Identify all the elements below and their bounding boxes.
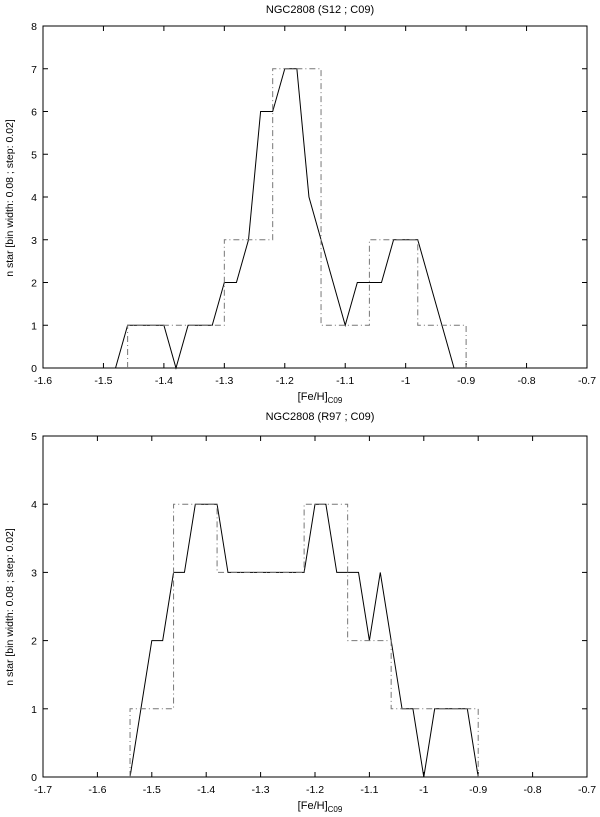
y-tick-label: 4 — [31, 192, 37, 204]
y-axis-label: n star [bin width: 0.08 ; step: 0.02] — [4, 528, 16, 686]
x-axis-label-main: [Fe/H] — [298, 391, 328, 403]
x-tick-label: -0.7 — [578, 784, 596, 796]
chart-panel-top: NGC2808 (S12 ; C09) n star [bin width: 0… — [4, 4, 596, 405]
y-tick-label: 7 — [31, 64, 37, 76]
chart-panel-bottom: NGC2808 (R97 ; C09) n star [bin width: 0… — [4, 411, 596, 814]
x-tick-label: -1.2 — [276, 375, 294, 387]
x-tick-label: -1.5 — [143, 784, 161, 796]
chart-title: NGC2808 (R97 ; C09) — [266, 411, 375, 423]
x-tick-label: -1.3 — [252, 784, 270, 796]
x-axis-label: [Fe/H]C09 — [298, 800, 343, 814]
y-tick-label: 5 — [31, 431, 37, 443]
y-tick-label: 5 — [31, 149, 37, 161]
x-tick-label: -1 — [419, 784, 428, 796]
x-axis-label: [Fe/H]C09 — [298, 391, 343, 405]
y-tick-label: 2 — [31, 636, 37, 648]
x-tick-label: -0.9 — [469, 784, 487, 796]
x-tick-label: -1.3 — [215, 375, 233, 387]
y-tick-label: 3 — [31, 567, 37, 579]
chart-title: NGC2808 (S12 ; C09) — [266, 4, 374, 16]
x-axis-label-subscript: C09 — [328, 396, 343, 405]
series-line-solid — [64, 503, 555, 778]
y-tick-label: 0 — [31, 363, 37, 375]
x-axis-label-main: [Fe/H] — [298, 800, 328, 812]
plot-frame — [42, 25, 588, 369]
series-line-solid — [43, 68, 587, 370]
x-tick-label: -1.1 — [360, 784, 378, 796]
x-tick-label: -0.8 — [524, 784, 542, 796]
y-tick-label: 3 — [31, 235, 37, 247]
y-tick-label: 1 — [31, 704, 37, 716]
y-tick-label: 6 — [31, 107, 37, 119]
plot-frame — [42, 435, 588, 778]
x-tick-label: -1 — [401, 375, 410, 387]
series-line-dashdot — [129, 503, 479, 777]
x-axis-label-subscript: C09 — [328, 805, 343, 814]
y-tick-label: 0 — [31, 772, 37, 784]
series-line-dashdot — [127, 68, 467, 368]
y-tick-label: 2 — [31, 278, 37, 290]
x-tick-label: -0.7 — [578, 375, 596, 387]
x-tick-label: -1.4 — [155, 375, 173, 387]
x-tick-label: -0.9 — [457, 375, 475, 387]
x-tick-label: -1.6 — [88, 784, 106, 796]
y-tick-label: 8 — [31, 21, 37, 33]
x-tick-label: -1.2 — [306, 784, 324, 796]
y-tick-label: 4 — [31, 499, 37, 511]
y-axis-label: n star [bin width: 0.08 ; step: 0.02] — [4, 119, 16, 277]
x-tick-label: -1.7 — [34, 784, 52, 796]
x-tick-label: -1.4 — [197, 784, 215, 796]
x-tick-label: -0.8 — [518, 375, 536, 387]
x-tick-label: -1.6 — [34, 375, 52, 387]
y-tick-label: 1 — [31, 320, 37, 332]
x-tick-label: -1.5 — [94, 375, 112, 387]
x-tick-label: -1.1 — [336, 375, 354, 387]
